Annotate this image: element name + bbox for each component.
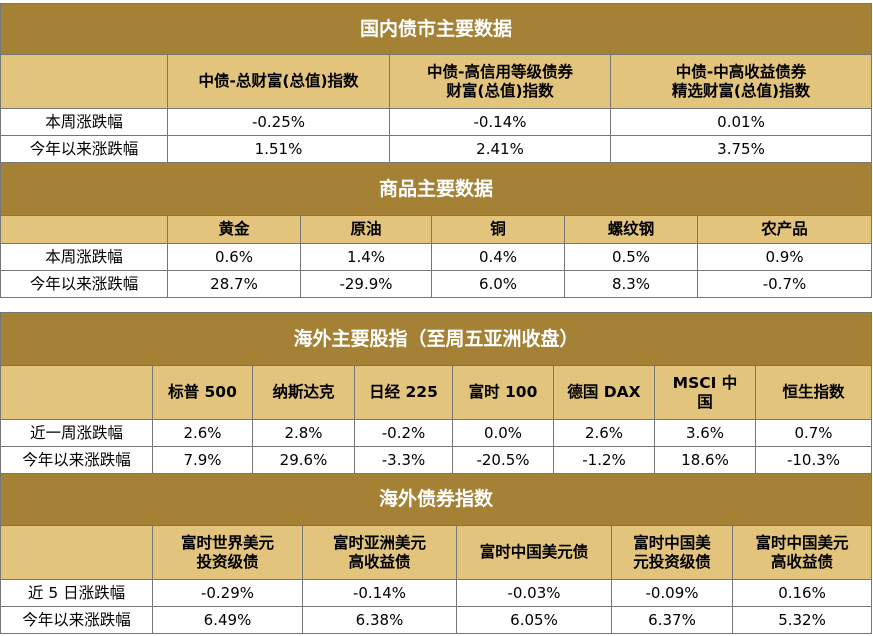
col-header: 日经 225	[354, 365, 453, 420]
col-header: 富时 100	[452, 365, 554, 420]
col-header: 原油	[300, 215, 432, 244]
col-header: 富时世界美元 投资级债	[152, 525, 303, 580]
value-cell: 6.38%	[302, 606, 457, 634]
value-cell: 0.5%	[564, 243, 698, 271]
value-cell: -0.2%	[354, 419, 453, 447]
value-cell: -29.9%	[300, 270, 432, 298]
col-header: 黄金	[167, 215, 301, 244]
overseas-bonds-title: 海外债券指数	[0, 473, 873, 526]
value-cell: -20.5%	[452, 446, 554, 474]
value-cell: 0.4%	[431, 243, 565, 271]
col-header: 德国 DAX	[553, 365, 655, 420]
value-cell: 0.0%	[452, 419, 554, 447]
row-label: 今年以来涨跌幅	[0, 270, 168, 298]
value-cell: 2.6%	[553, 419, 655, 447]
value-cell: -0.7%	[696, 270, 873, 298]
col-header: 中债-总财富(总值)指数	[167, 54, 390, 109]
value-cell: 2.6%	[152, 419, 253, 447]
row-label: 近一周涨跌幅	[0, 419, 153, 447]
value-cell: 1.4%	[300, 243, 432, 271]
value-cell: 6.37%	[611, 606, 733, 634]
value-cell: 0.16%	[731, 579, 873, 607]
value-cell: 6.49%	[152, 606, 303, 634]
value-cell: 0.7%	[754, 419, 873, 447]
row-label: 本周涨跌幅	[0, 108, 168, 136]
header-corner	[0, 215, 168, 244]
value-cell: 29.6%	[252, 446, 355, 474]
col-header: 富时中国美 元投资级债	[611, 525, 733, 580]
value-cell: 1.51%	[167, 135, 390, 163]
value-cell: 7.9%	[152, 446, 253, 474]
value-cell: 18.6%	[654, 446, 756, 474]
col-header: 农产品	[696, 215, 873, 244]
col-header: MSCI 中国	[654, 365, 756, 420]
overseas-stocks-table: 海外主要股指（至周五亚洲收盘） 标普 500 纳斯达克 日经 225 富时 10…	[0, 312, 873, 474]
value-cell: 28.7%	[167, 270, 301, 298]
value-cell: -0.14%	[302, 579, 457, 607]
row-label: 本周涨跌幅	[0, 243, 168, 271]
header-corner	[0, 54, 168, 109]
value-cell: 8.3%	[564, 270, 698, 298]
value-cell: -0.14%	[389, 108, 611, 136]
value-cell: 3.75%	[609, 135, 873, 163]
col-header: 富时亚洲美元 高收益债	[302, 525, 457, 580]
col-header: 螺纹钢	[564, 215, 698, 244]
value-cell: -10.3%	[754, 446, 873, 474]
col-header: 标普 500	[152, 365, 253, 420]
row-label: 今年以来涨跌幅	[0, 135, 168, 163]
value-cell: 0.9%	[696, 243, 873, 271]
value-cell: 6.05%	[456, 606, 612, 634]
value-cell: 5.32%	[731, 606, 873, 634]
col-header: 铜	[431, 215, 565, 244]
row-label: 今年以来涨跌幅	[0, 446, 153, 474]
col-header: 中债-中高收益债券 精选财富(总值)指数	[609, 54, 873, 109]
value-cell: -0.29%	[152, 579, 303, 607]
col-header: 富时中国美元 高收益债	[731, 525, 873, 580]
value-cell: 2.8%	[252, 419, 355, 447]
overseas-bonds-table: 海外债券指数 富时世界美元 投资级债 富时亚洲美元 高收益债 富时中国美元债 富时中…	[0, 473, 873, 634]
domestic-bonds-title: 国内债市主要数据	[0, 3, 873, 55]
overseas-stocks-title: 海外主要股指（至周五亚洲收盘）	[0, 312, 873, 366]
commodities-title: 商品主要数据	[0, 162, 873, 216]
value-cell: 2.41%	[389, 135, 611, 163]
header-corner	[0, 525, 153, 580]
value-cell: 3.6%	[654, 419, 756, 447]
col-header: 纳斯达克	[252, 365, 355, 420]
value-cell: -0.25%	[167, 108, 390, 136]
value-cell: 6.0%	[431, 270, 565, 298]
col-header: 富时中国美元债	[456, 525, 612, 580]
row-label: 今年以来涨跌幅	[0, 606, 153, 634]
value-cell: -0.03%	[456, 579, 612, 607]
header-corner	[0, 365, 153, 420]
value-cell: -3.3%	[354, 446, 453, 474]
domestic-bonds-table: 国内债市主要数据 中债-总财富(总值)指数 中债-高信用等级债券 财富(总值)指数…	[0, 3, 873, 163]
commodities-table: 商品主要数据 黄金 原油 铜 螺纹钢 农产品 本周涨跌幅 0.6% 1.4% 0…	[0, 162, 873, 298]
value-cell: 0.01%	[609, 108, 873, 136]
value-cell: -1.2%	[553, 446, 655, 474]
col-header: 中债-高信用等级债券 财富(总值)指数	[389, 54, 611, 109]
value-cell: -0.09%	[611, 579, 733, 607]
col-header: 恒生指数	[754, 365, 873, 420]
value-cell: 0.6%	[167, 243, 301, 271]
row-label: 近 5 日涨跌幅	[0, 579, 153, 607]
